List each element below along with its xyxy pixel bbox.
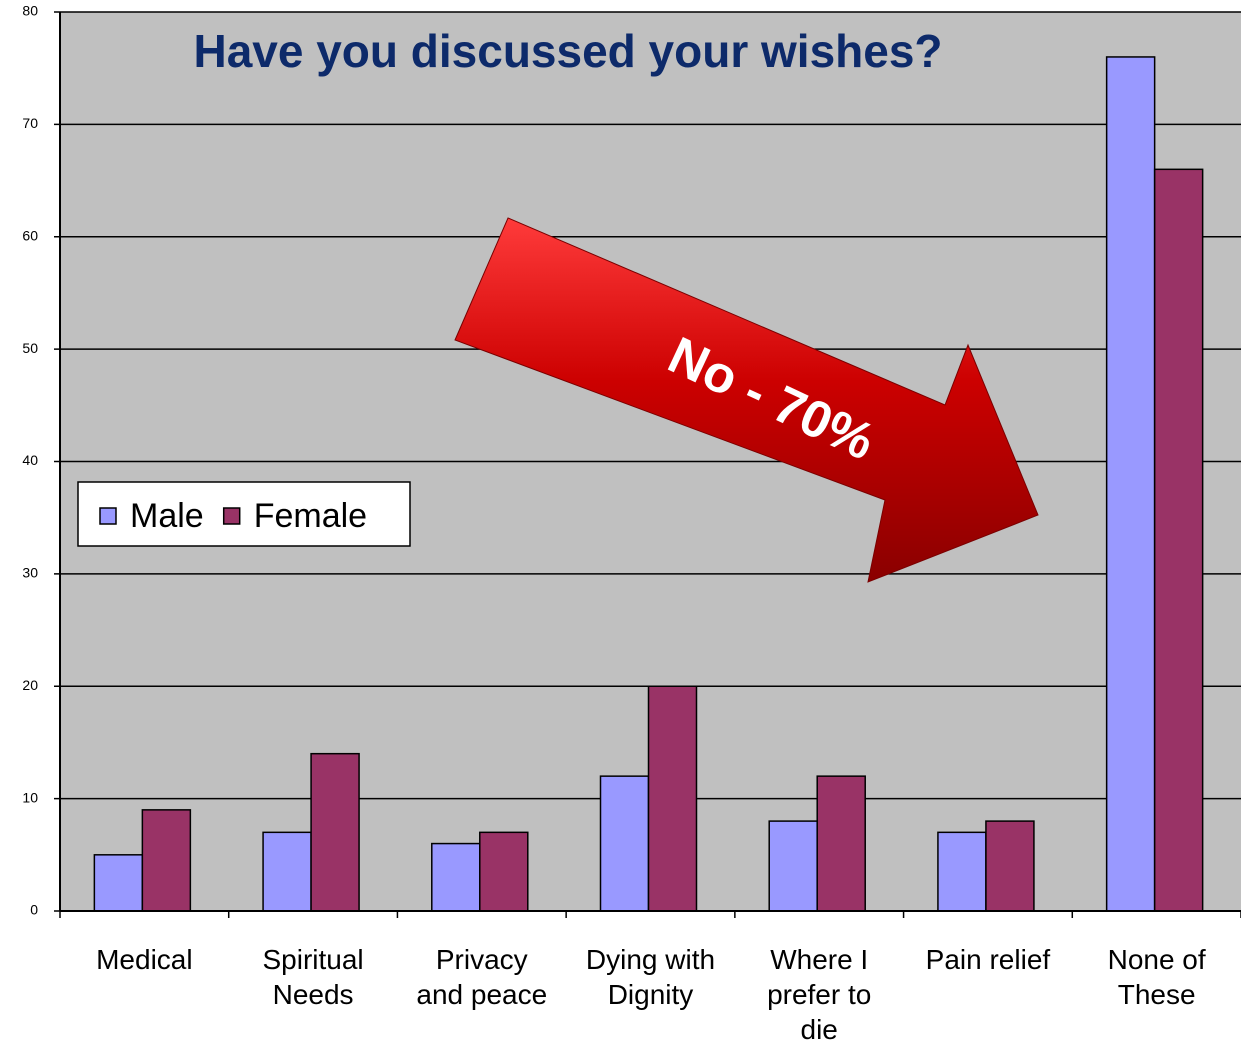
y-tick-label: 20 xyxy=(22,677,38,693)
bar xyxy=(817,776,865,911)
bar xyxy=(1155,169,1203,911)
y-tick-label: 50 xyxy=(22,340,38,356)
y-tick-label: 70 xyxy=(22,115,38,131)
legend-label: Male xyxy=(130,497,204,535)
y-tick-label: 30 xyxy=(22,565,38,581)
y-tick-label: 80 xyxy=(22,3,38,19)
bar xyxy=(263,832,311,911)
bar xyxy=(142,810,190,911)
bar xyxy=(480,832,528,911)
bar xyxy=(432,844,480,911)
y-tick-label: 60 xyxy=(22,227,38,243)
x-tick-label: Medical xyxy=(96,944,192,975)
bar xyxy=(601,776,649,911)
bar xyxy=(1107,57,1155,911)
bar xyxy=(311,754,359,911)
bar xyxy=(94,855,142,911)
x-tick-label: Pain relief xyxy=(926,944,1051,975)
bar xyxy=(986,821,1034,911)
chart: Have you discussed your wishes? No - 70%… xyxy=(0,0,1241,1045)
y-tick-label: 10 xyxy=(22,789,38,805)
bar xyxy=(769,821,817,911)
legend-label: Female xyxy=(254,497,367,535)
legend-swatch xyxy=(100,508,116,524)
y-tick-label: 40 xyxy=(22,452,38,468)
bar xyxy=(938,832,986,911)
legend-swatch xyxy=(224,508,240,524)
y-tick-label: 0 xyxy=(30,902,38,918)
legend: Male Female xyxy=(78,482,410,546)
bar xyxy=(649,686,697,911)
chart-title: Have you discussed your wishes? xyxy=(193,25,942,77)
